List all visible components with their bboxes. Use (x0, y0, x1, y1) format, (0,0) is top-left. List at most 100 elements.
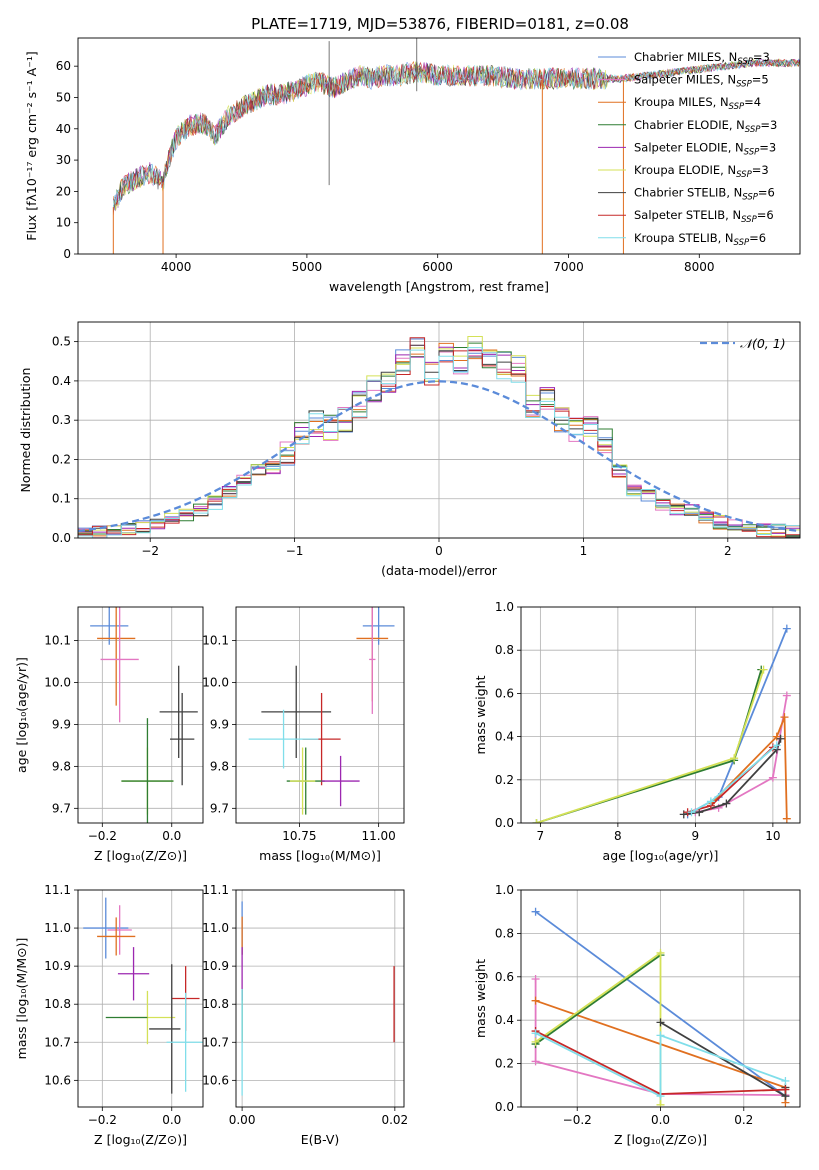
x-axis-label: mass [log₁₀(M/M⊙)] (259, 848, 381, 863)
x-tick-label: 0.0 (162, 829, 181, 843)
spectrum-line (113, 58, 800, 206)
y-axis-label: Normed distribution (18, 368, 33, 493)
series-marker (656, 1031, 665, 1040)
spectrum-line (113, 58, 800, 213)
series-marker (706, 797, 715, 806)
series-marker (776, 734, 785, 743)
series-line (687, 628, 788, 816)
axes-massweight_vs_age: 7 8 9 10 0.0 0.2 0.4 0.6 0.8 1.0 age [log₁₀(age/yr… (473, 600, 801, 863)
axes-frame (77, 606, 204, 824)
y-tick-label: 11.1 (44, 883, 71, 897)
y-tick-label: 11.1 (202, 883, 229, 897)
y-tick-label: 9.9 (210, 717, 229, 731)
spectrum-legend: Chabrier MILES, NSSP=3 Salpeter MILES, NS… (598, 50, 777, 248)
legend-label: Kroupa ELODIE, NSSP=3 (634, 163, 769, 180)
y-tick-label: 10.6 (44, 1073, 71, 1087)
legend-label: Salpeter ELODIE, NSSP=3 (634, 140, 776, 157)
plot-area-residual_hist (78, 335, 800, 538)
x-tick-label: 11.00 (361, 829, 395, 843)
y-tick-label: 0.4 (495, 1013, 514, 1027)
series-marker (782, 624, 791, 633)
x-tick-label: 5000 (292, 260, 323, 274)
x-axis-label: age [log₁₀(age/yr)] (603, 848, 719, 863)
axes-spectrum: 4000 5000 6000 7000 8000 0 10 20 30 40 50 60 wavelen… (24, 37, 801, 294)
series-marker (781, 1076, 790, 1085)
y-tick-label: 9.8 (210, 759, 229, 773)
series-marker (782, 691, 791, 700)
legend-label: Salpeter STELIB, NSSP=6 (634, 208, 774, 225)
legend-label: Chabrier STELIB, NSSP=6 (634, 186, 775, 203)
y-tick-label: 11.0 (202, 921, 229, 935)
y-tick-label: 10.8 (202, 997, 229, 1011)
axes-frame (77, 321, 801, 539)
x-axis-label: (data-model)/error (381, 563, 498, 578)
plot-area-age_vs_Z (90, 607, 198, 823)
series-marker (656, 948, 665, 957)
y-tick-label: 10.9 (202, 959, 229, 973)
series-marker (768, 773, 777, 782)
y-axis-label: age [log₁₀(age/yr)] (14, 657, 29, 773)
x-tick-label: 0.0 (651, 1113, 670, 1127)
figure-title: PLATE=1719, MJD=53876, FIBERID=0181, z=0… (251, 15, 629, 33)
x-axis-label: wavelength [Angstrom, rest frame] (329, 279, 549, 294)
plot-area-mass_vs_Z (83, 897, 203, 1094)
y-tick-label: 10.6 (202, 1073, 229, 1087)
series-line (535, 1032, 786, 1098)
y-axis-label: mass weight (473, 675, 488, 754)
normal-curve (78, 380, 800, 533)
legend-label: Chabrier ELODIE, NSSP=3 (634, 118, 777, 135)
y-tick-label: 0.2 (52, 452, 71, 466)
y-tick-label: 0.6 (495, 970, 514, 984)
x-axis-label: Z [log₁₀(Z/Z⊙)] (614, 1132, 707, 1147)
x-tick-label: 4000 (161, 260, 192, 274)
axes-age_vs_Z: −0.2 0.0 9.7 9.8 9.9 10.0 10.1 Z [log₁₀(Z/Z⊙)] a… (14, 606, 204, 863)
series-line (535, 951, 662, 1105)
y-tick-label: 0.0 (495, 816, 514, 830)
x-tick-label: 0.00 (229, 1113, 256, 1127)
x-tick-label: 1 (580, 544, 588, 558)
spectrum-line (113, 58, 800, 210)
y-tick-label: 40 (56, 122, 71, 136)
plot-area-mass_vs_ebv (241, 901, 395, 1096)
series-marker (531, 907, 540, 916)
axes-frame (235, 606, 405, 824)
x-tick-label: 8 (614, 829, 622, 843)
x-tick-label: 6000 (422, 260, 453, 274)
y-tick-label: 1.0 (495, 600, 514, 614)
y-tick-label: 0.6 (495, 686, 514, 700)
x-tick-label: 10 (765, 829, 780, 843)
x-tick-label: 0.2 (734, 1113, 753, 1127)
y-tick-label: 0.4 (52, 374, 71, 388)
series-line (710, 716, 788, 819)
series-marker (531, 1029, 540, 1038)
x-axis-label: Z [log₁₀(Z/Z⊙)] (94, 848, 187, 863)
normal-legend-label: 𝒩(0, 1) (740, 336, 786, 351)
y-tick-label: 0.5 (52, 335, 71, 349)
y-tick-label: 0.0 (52, 531, 71, 545)
y-tick-label: 0.8 (495, 926, 514, 940)
y-tick-label: 10.1 (202, 634, 229, 648)
y-tick-label: 10.8 (44, 997, 71, 1011)
y-tick-label: 0.4 (495, 730, 514, 744)
plot-area-spectrum (112, 38, 800, 254)
series-line (535, 954, 662, 1045)
axes-massweight_vs_Z: −0.2 0.0 0.2 0.0 0.2 0.4 0.6 0.8 1.0 Z [log₁₀(Z/Z… (473, 883, 801, 1147)
series-marker (656, 1092, 665, 1101)
histogram-step (78, 347, 800, 538)
series-marker (531, 1057, 540, 1066)
y-tick-label: 9.7 (52, 801, 71, 815)
series-marker (782, 814, 791, 823)
series-marker (531, 996, 540, 1005)
series-marker (531, 974, 540, 983)
plots-group: 4000 5000 6000 7000 80000102030405060wavelen… (14, 37, 801, 1147)
series-line (534, 979, 786, 1096)
x-tick-label: 0.02 (381, 1113, 408, 1127)
y-tick-label: 20 (56, 184, 71, 198)
x-tick-label: 2 (724, 544, 732, 558)
legend-label: Kroupa STELIB, NSSP=6 (634, 231, 766, 248)
x-tick-label: −0.2 (88, 1113, 117, 1127)
legend-label: Chabrier MILES, NSSP=3 (634, 50, 770, 67)
series-line (660, 1021, 787, 1098)
y-tick-label: 0.2 (495, 1057, 514, 1071)
axes-frame (235, 889, 405, 1108)
